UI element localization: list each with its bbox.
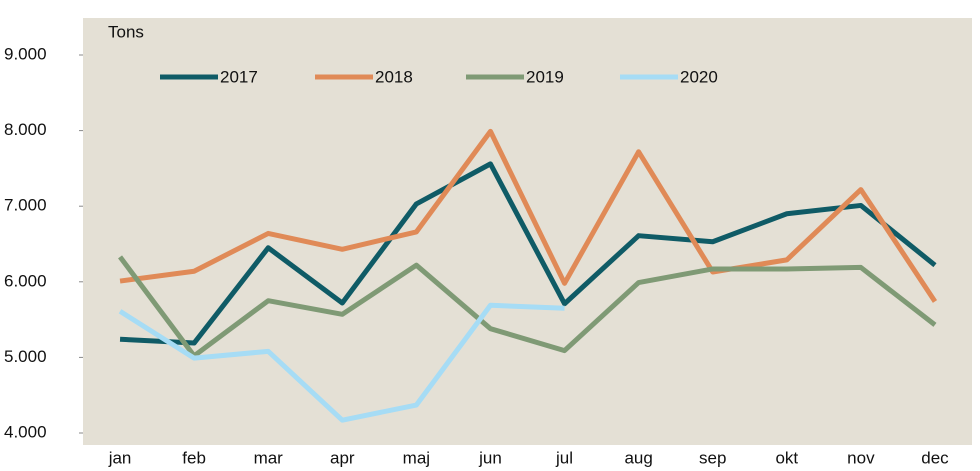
series-line xyxy=(119,128,938,303)
y-axis-label: Tons xyxy=(108,22,144,41)
series-line xyxy=(119,161,937,346)
x-tick-label: jun xyxy=(478,448,502,467)
x-tick-label: okt xyxy=(775,448,798,467)
x-tick-label: aug xyxy=(624,448,652,467)
series-line xyxy=(118,255,937,359)
y-tick-label: 4.000 xyxy=(4,422,47,441)
x-tick-label: maj xyxy=(403,448,430,467)
x-tick-label: jul xyxy=(555,448,573,467)
y-tick-label: 8.000 xyxy=(4,120,47,139)
legend-label: 2020 xyxy=(680,67,718,86)
y-tick-label: 7.000 xyxy=(4,196,47,215)
y-tick-label: 9.000 xyxy=(4,44,47,63)
x-tick-label: mar xyxy=(254,448,284,467)
y-tick-label: 5.000 xyxy=(4,347,47,366)
series-line xyxy=(118,302,565,423)
legend-label: 2019 xyxy=(526,67,564,86)
legend-label: 2018 xyxy=(375,67,413,86)
x-tick-label: feb xyxy=(182,448,206,467)
x-tick-label: apr xyxy=(330,448,355,467)
x-tick-label: jan xyxy=(108,448,132,467)
y-tick-label: 6.000 xyxy=(4,271,47,290)
x-tick-label: dec xyxy=(921,448,949,467)
x-tick-label: nov xyxy=(847,448,875,467)
legend-label: 2017 xyxy=(220,67,258,86)
x-tick-label: sep xyxy=(699,448,726,467)
